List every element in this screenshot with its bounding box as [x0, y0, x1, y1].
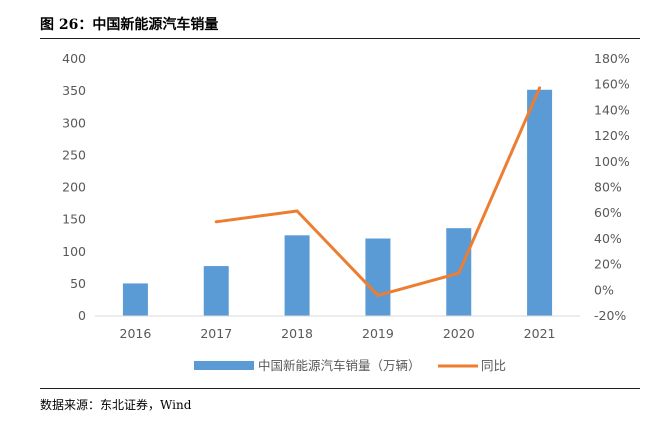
- yoy-point-2021: [538, 86, 542, 90]
- x-tick-label: 2016: [120, 326, 152, 341]
- legend-line-label: 同比: [481, 358, 506, 373]
- bar-2018: [284, 235, 310, 316]
- source-note: 数据来源：东北证券，Wind: [40, 398, 192, 412]
- legend-bar-swatch: [194, 361, 254, 370]
- left-tick-label: 100: [62, 244, 86, 259]
- right-tick-label: 80%: [594, 180, 622, 195]
- line-layer: [214, 86, 542, 297]
- yoy-point-2017: [214, 220, 218, 224]
- chart-legend: 中国新能源汽车销量（万辆） 同比: [194, 358, 506, 373]
- bar-2016: [122, 283, 148, 316]
- left-tick-label: 50: [70, 276, 86, 291]
- bar-2021: [527, 89, 553, 316]
- left-tick-label: 300: [62, 115, 86, 130]
- left-tick-label: 200: [62, 180, 86, 195]
- left-tick-label: 350: [62, 83, 86, 98]
- source-rule: [40, 388, 640, 389]
- right-tick-label: 120%: [594, 128, 630, 143]
- bars-layer: [122, 89, 553, 316]
- right-tick-label: 160%: [594, 77, 630, 92]
- legend-bar-label: 中国新能源汽车销量（万辆）: [258, 358, 421, 373]
- right-tick-label: 60%: [594, 205, 622, 220]
- left-tick-label: 400: [62, 51, 86, 66]
- right-tick-label: -20%: [594, 308, 626, 323]
- x-tick-label: 2020: [443, 326, 475, 341]
- x-tick-label: 2019: [362, 326, 394, 341]
- yoy-point-2020: [457, 271, 461, 275]
- yoy-point-2019: [376, 293, 380, 297]
- figure-title: 图 26：中国新能源汽车销量: [40, 17, 219, 33]
- bar-2017: [203, 266, 229, 316]
- left-axis-ticks: 0 50 100 150 200 250 300 350 400: [62, 51, 86, 323]
- title-rule: [40, 38, 640, 39]
- right-tick-label: 20%: [594, 257, 622, 272]
- x-tick-label: 2017: [200, 326, 232, 341]
- x-tick-label: 2018: [281, 326, 313, 341]
- right-tick-label: 100%: [594, 154, 630, 169]
- right-tick-label: 180%: [594, 51, 630, 66]
- right-axis-ticks: -20% 0% 20% 40% 60% 80% 100% 120% 140% 160% 180%: [594, 51, 630, 323]
- right-tick-label: 140%: [594, 102, 630, 117]
- right-tick-label: 40%: [594, 231, 622, 246]
- x-tick-label: 2021: [524, 326, 556, 341]
- x-axis-ticks: 2016 2017 2018 2019 2020 2021: [120, 326, 556, 341]
- left-tick-label: 150: [62, 212, 86, 227]
- yoy-point-2018: [295, 209, 299, 213]
- left-tick-label: 250: [62, 147, 86, 162]
- bar-2019: [365, 238, 391, 316]
- left-tick-label: 0: [78, 308, 86, 323]
- right-tick-label: 0%: [594, 282, 614, 297]
